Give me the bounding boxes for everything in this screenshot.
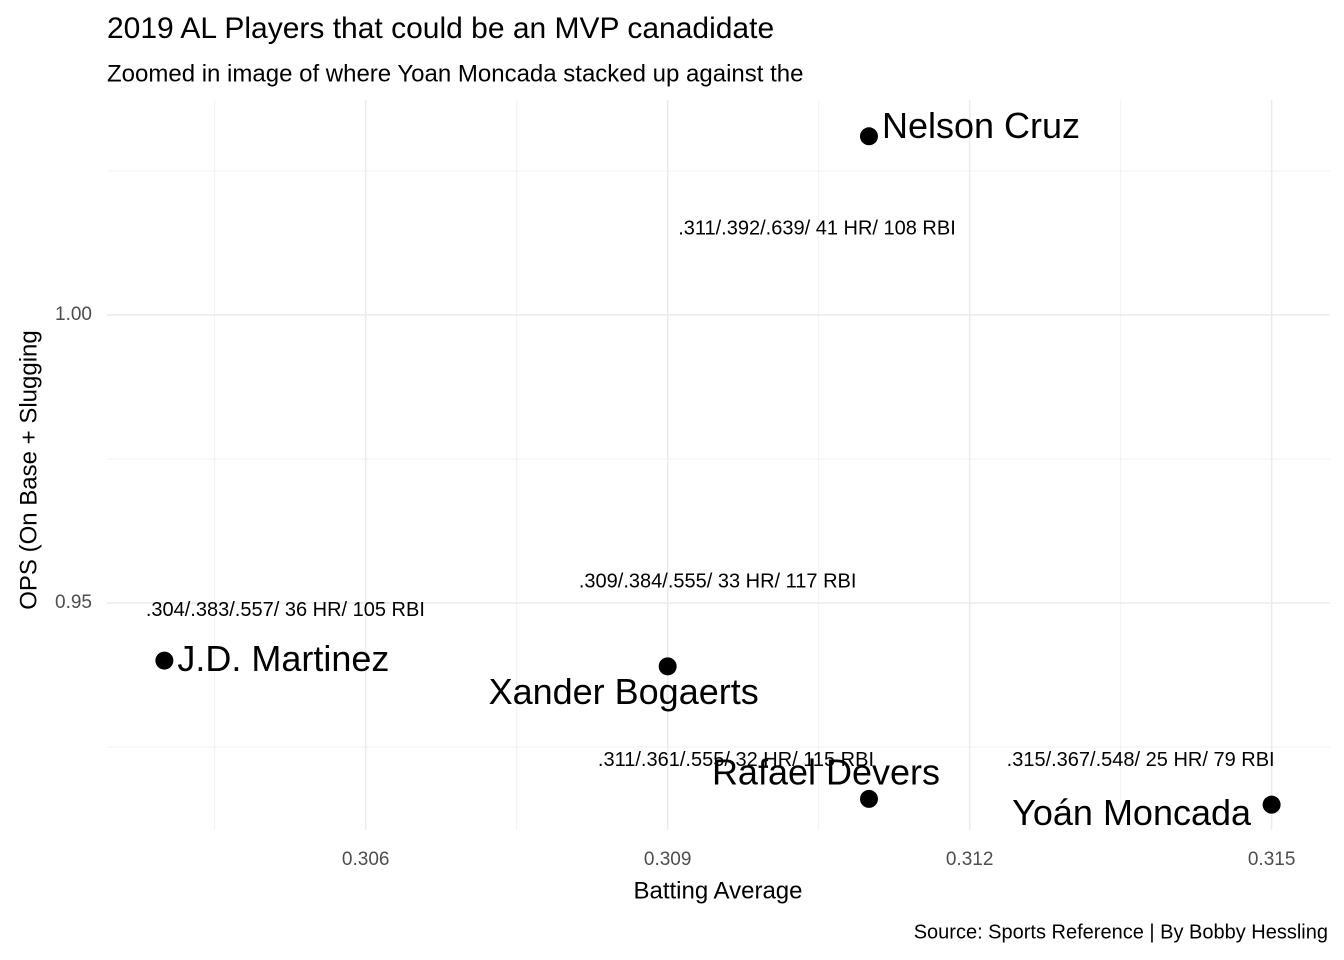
point-label: Rafael Devers: [712, 751, 940, 792]
x-tick-label: 0.306: [342, 849, 390, 870]
chart-subtitle: Zoomed in image of where Yoan Moncada st…: [107, 60, 803, 87]
point: [658, 657, 677, 676]
x-tick-label: 0.315: [1248, 849, 1296, 870]
x-tick-label: 0.312: [946, 849, 994, 870]
point-label: Nelson Cruz: [882, 105, 1080, 146]
y-tick-label: 1.00: [55, 304, 92, 325]
y-axis-title: OPS (On Base + Slugging: [15, 330, 42, 610]
annotation: .315/.367/.548/ 25 HR/ 79 RBI: [1007, 749, 1275, 771]
annotation: .311/.392/.639/ 41 HR/ 108 RBI: [678, 218, 956, 240]
point: [1262, 795, 1281, 814]
annotation: .309/.384/.555/ 33 HR/ 117 RBI: [579, 571, 857, 593]
annotation: .304/.383/.557/ 36 HR/ 105 RBI: [146, 599, 425, 621]
point-label: J.D. Martinez: [177, 638, 389, 679]
x-axis-title: Batting Average: [633, 877, 802, 904]
chart-title: 2019 AL Players that could be an MVP can…: [107, 12, 774, 45]
caption: Source: Sports Reference | By Bobby Hess…: [914, 921, 1328, 943]
point-label: Xander Bogaerts: [489, 671, 759, 712]
annotation: .311/.361/.555/ 32 HR/ 115 RBI: [598, 749, 874, 771]
point: [155, 651, 174, 670]
x-tick-label: 0.309: [644, 849, 692, 870]
y-tick-label: 0.95: [55, 592, 92, 613]
point: [859, 789, 878, 808]
point-label: Yoán Moncada: [1012, 792, 1252, 833]
point: [859, 127, 878, 146]
